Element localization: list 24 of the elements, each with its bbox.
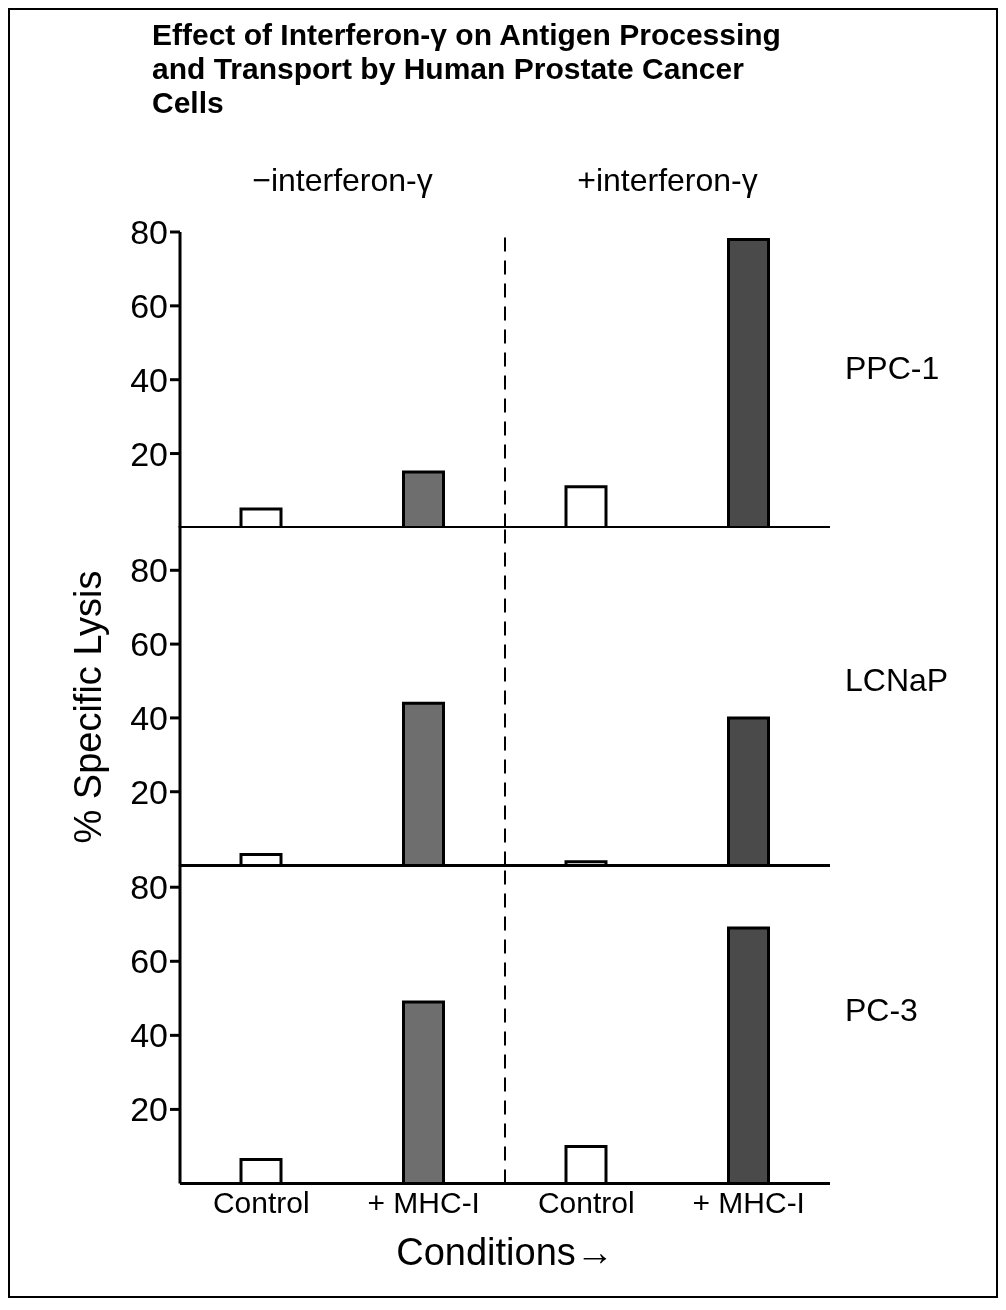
x-tick-label: Control bbox=[212, 1185, 310, 1219]
text: PPC-1 bbox=[845, 349, 940, 387]
y-tick-label: 80 bbox=[130, 868, 169, 907]
y-tick-label: 60 bbox=[130, 942, 169, 981]
y-tick-label: 40 bbox=[130, 1016, 169, 1055]
chart-title: Effect of Interferon-γ on Antigen Processing and Transport by Human Prostate Cancer Cells bbox=[152, 18, 782, 120]
y-tick-label: 40 bbox=[130, 699, 169, 738]
y-tick-label: 80 bbox=[130, 551, 169, 590]
y-tick-label: 60 bbox=[130, 625, 169, 664]
x-tick-label: + MHC-I bbox=[692, 1185, 805, 1219]
x-tick-label: + MHC-I bbox=[367, 1185, 480, 1219]
y-axis-title: % Specific Lysis bbox=[66, 570, 110, 844]
text: LCNaP bbox=[845, 661, 949, 699]
text: −interferon-γ bbox=[251, 162, 434, 199]
y-tick-label: 60 bbox=[130, 286, 169, 325]
y-tick-label: 20 bbox=[130, 1090, 169, 1129]
y-tick-label: 20 bbox=[130, 773, 169, 812]
y-tick-label: 40 bbox=[130, 360, 169, 399]
y-tick-label: 20 bbox=[130, 434, 169, 473]
text: +interferon-γ bbox=[576, 162, 759, 199]
y-tick-label: 80 bbox=[130, 213, 169, 252]
x-axis-title: Conditions→ bbox=[395, 1231, 615, 1275]
x-tick-label: Control bbox=[537, 1185, 635, 1219]
text: PC-3 bbox=[845, 991, 918, 1029]
